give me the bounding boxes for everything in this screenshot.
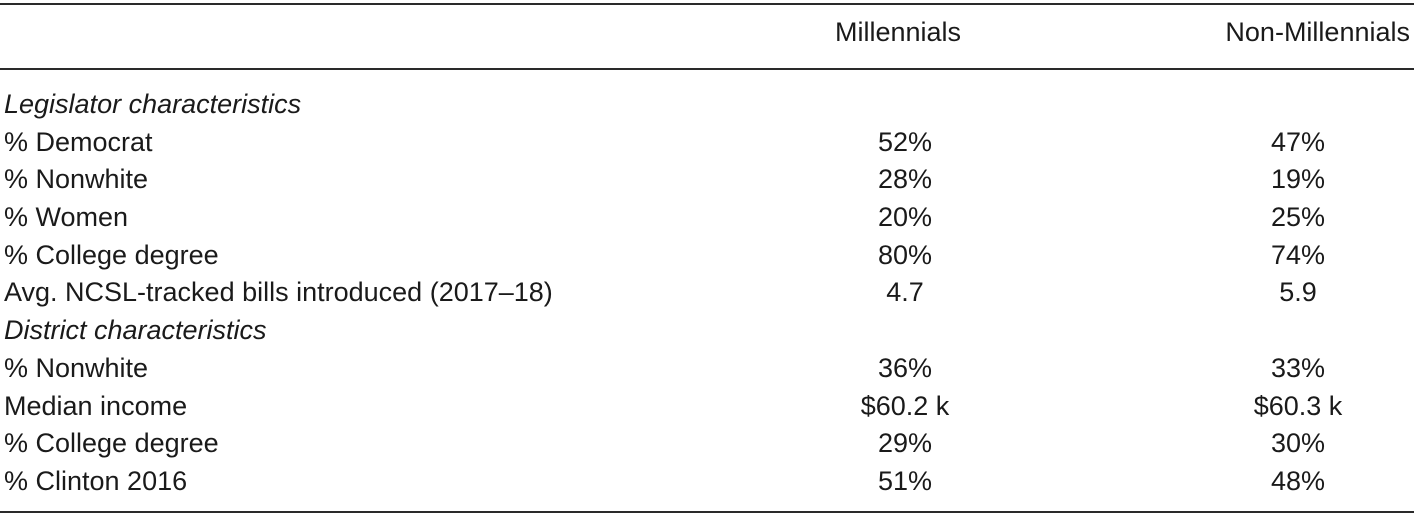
section-row: Legislator characteristics <box>0 86 1414 124</box>
millennials-value: 36% <box>877 352 933 383</box>
non-millennials-value: 48% <box>1270 465 1326 496</box>
table-header-rule <box>0 68 1414 70</box>
non-millennials-value: 25% <box>1270 202 1326 233</box>
millennials-value: 28% <box>877 164 933 195</box>
millennials-value: $60.2 k <box>860 390 950 421</box>
table-bottom-rule <box>0 511 1414 513</box>
table-row: % Nonwhite 28% 19% <box>0 161 1414 199</box>
column-header-non-millennials: Non-Millennials <box>1225 17 1410 47</box>
non-millennials-value: 74% <box>1270 239 1326 270</box>
table-row: % Nonwhite 36% 33% <box>0 350 1414 388</box>
row-label: % College degree <box>4 428 219 459</box>
row-label: Avg. NCSL-tracked bills introduced (2017… <box>4 277 553 308</box>
table-top-rule <box>0 3 1414 5</box>
millennials-value: 80% <box>877 239 933 270</box>
non-millennials-value: $60.3 k <box>1253 390 1343 421</box>
row-label: % College degree <box>4 239 219 270</box>
section-row: District characteristics <box>0 312 1414 350</box>
non-millennials-value: 47% <box>1270 126 1326 157</box>
column-header-millennials: Millennials <box>835 17 962 47</box>
table-row: Avg. NCSL-tracked bills introduced (2017… <box>0 274 1414 312</box>
millennials-value: 52% <box>877 126 933 157</box>
section-label: Legislator characteristics <box>4 89 302 119</box>
millennials-value: 4.7 <box>886 277 924 308</box>
table-row: % Clinton 2016 51% 48% <box>0 463 1414 501</box>
row-label: % Democrat <box>4 126 153 157</box>
non-millennials-value: 19% <box>1270 164 1326 195</box>
row-label: % Nonwhite <box>4 352 149 383</box>
table-row: Median income $60.2 k $60.3 k <box>0 388 1414 426</box>
row-label: % Clinton 2016 <box>4 465 188 496</box>
section-label: District characteristics <box>4 315 267 346</box>
non-millennials-value: 33% <box>1270 352 1326 383</box>
millennials-value: 29% <box>877 428 933 459</box>
table-row: % Women 20% 25% <box>0 199 1414 237</box>
table-row: % College degree 80% 74% <box>0 237 1414 275</box>
non-millennials-value: 30% <box>1270 428 1326 459</box>
table-row: % College degree 29% 30% <box>0 425 1414 463</box>
row-label: % Nonwhite <box>4 164 149 195</box>
table-body: Legislator characteristics % Democrat 52… <box>0 86 1414 501</box>
row-label: Median income <box>4 390 188 421</box>
table-row: % Democrat 52% 47% <box>0 124 1414 162</box>
non-millennials-value: 5.9 <box>1279 277 1317 308</box>
millennials-value: 20% <box>877 202 933 233</box>
millennials-value: 51% <box>877 465 933 496</box>
row-label: % Women <box>4 202 129 233</box>
